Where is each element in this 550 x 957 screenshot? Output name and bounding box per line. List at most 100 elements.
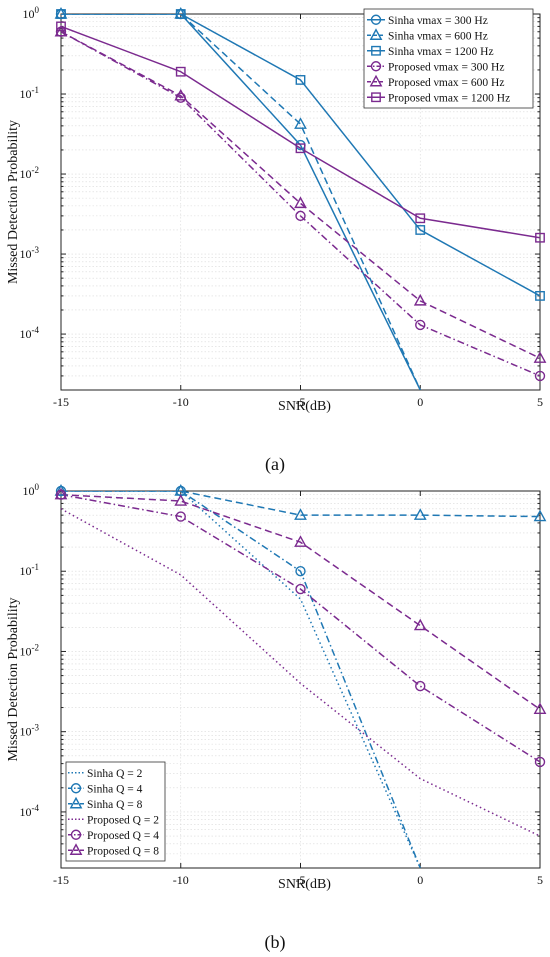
legend-marker (369, 28, 383, 40)
data-point (295, 143, 306, 154)
series-group (61, 491, 540, 868)
legend-label: Sinha νmax = 300 Hz (388, 15, 488, 27)
y-tick-exponent: -3 (32, 723, 40, 733)
legend-marker (70, 829, 82, 840)
series-line-3 (61, 14, 540, 297)
x-axis-label: SNR(dB) (278, 877, 331, 892)
data-point (415, 213, 426, 224)
data-point (295, 75, 306, 85)
chart-panel-b: 100 10-1 10-2 10-3 10-4 -15 -10 -5 0 5 SNR(dB) Miss… (6, 482, 547, 953)
data-point (535, 290, 545, 301)
y-tick-exponent: -1 (32, 562, 40, 572)
markers-group (54, 484, 547, 768)
data-point (294, 508, 307, 520)
data-point (175, 511, 186, 522)
data-point (533, 702, 547, 715)
legend-marker (369, 74, 383, 87)
y-tick-exponent: -3 (32, 245, 40, 255)
data-point (294, 117, 307, 129)
series-line-6 (61, 25, 540, 239)
y-tick-exponent: 0 (35, 5, 40, 15)
y-tick-label: 10-2 (20, 165, 40, 181)
data-point (174, 88, 188, 101)
data-point (533, 509, 547, 522)
data-point (175, 66, 186, 77)
y-tick-label: 10-3 (20, 245, 40, 261)
legend-label: Proposed Q = 4 (87, 830, 159, 842)
y-tick-label: 10-3 (20, 723, 40, 739)
legend-marker (370, 61, 382, 72)
x-tick-label: 0 (417, 395, 423, 409)
series-line-6 (61, 493, 540, 710)
data-point (415, 319, 426, 331)
data-point (295, 210, 306, 222)
legend-label: Sinha Q = 4 (87, 783, 143, 795)
x-tick-label: 5 (537, 395, 543, 409)
legend-marker (70, 783, 82, 794)
data-point (535, 232, 545, 243)
x-axis-label: SNR(dB) (278, 399, 331, 414)
series-line-3 (61, 491, 540, 518)
x-axis: -15 -10 -5 0 5 (53, 491, 543, 887)
y-tick-exponent: -1 (32, 85, 40, 95)
y-axis-label: Missed Detection Probability (6, 120, 21, 284)
legend-marker (69, 796, 83, 809)
legend-label: Proposed Q = 2 (87, 814, 159, 826)
legend-label: Proposed Q = 8 (87, 845, 159, 857)
y-tick-exponent: -2 (32, 165, 40, 175)
x-axis: -15 -10 -5 0 5 (53, 14, 543, 409)
data-point (413, 293, 427, 306)
series-line-4 (61, 508, 540, 837)
legend-label: Sinha νmax = 1200 Hz (388, 46, 494, 58)
legend-marker (370, 14, 382, 25)
data-point (534, 370, 546, 382)
x-tick-label: -15 (53, 873, 69, 887)
data-point (56, 21, 66, 32)
data-point (413, 508, 427, 520)
legend: Sinha νmax = 300 Hz Sinha νmax = 600 Hz Si… (363, 8, 534, 109)
data-point (175, 9, 186, 19)
data-point (534, 756, 546, 768)
legend-marker (371, 92, 381, 103)
x-tick-label: -10 (173, 395, 189, 409)
y-tick-label: 100 (23, 482, 40, 498)
data-point (56, 9, 66, 19)
legend-marker (371, 45, 381, 56)
y-tick-label: 10-1 (20, 562, 40, 578)
series-line-2 (61, 14, 421, 390)
x-tick-label: -10 (173, 873, 189, 887)
y-tick-exponent: -4 (32, 325, 40, 335)
y-tick-label: 10-4 (20, 803, 40, 819)
data-point (54, 487, 68, 500)
legend-label: Proposed νmax = 600 Hz (388, 77, 504, 89)
y-axis-label: Missed Detection Probability (6, 597, 21, 761)
series-line-1 (61, 14, 421, 390)
x-tick-label: -15 (53, 395, 69, 409)
markers-group (54, 7, 547, 382)
y-tick-label: 100 (23, 5, 40, 21)
y-tick-label: 10-4 (20, 325, 40, 341)
panel-label: (b) (265, 932, 286, 953)
legend-box (363, 8, 534, 109)
y-tick-exponent: -4 (32, 803, 40, 813)
y-tick-label: 10-2 (20, 642, 40, 658)
x-tick-label: -5 (296, 873, 306, 887)
data-point (533, 351, 547, 363)
grid (60, 491, 541, 869)
panel-label: (a) (265, 454, 285, 475)
data-point (413, 618, 427, 631)
data-point (174, 494, 188, 506)
series-line-4 (61, 31, 540, 377)
legend-label: Proposed νmax = 1200 Hz (388, 92, 510, 104)
data-point (415, 225, 426, 235)
legend-marker (69, 843, 83, 855)
series-line-5 (61, 493, 540, 763)
legend-box (65, 761, 166, 862)
y-tick-exponent: -2 (32, 642, 40, 652)
x-tick-label: 5 (537, 873, 543, 887)
series-line-1 (61, 491, 421, 868)
series-line-2 (61, 491, 421, 868)
y-tick-exponent: 0 (35, 482, 40, 492)
